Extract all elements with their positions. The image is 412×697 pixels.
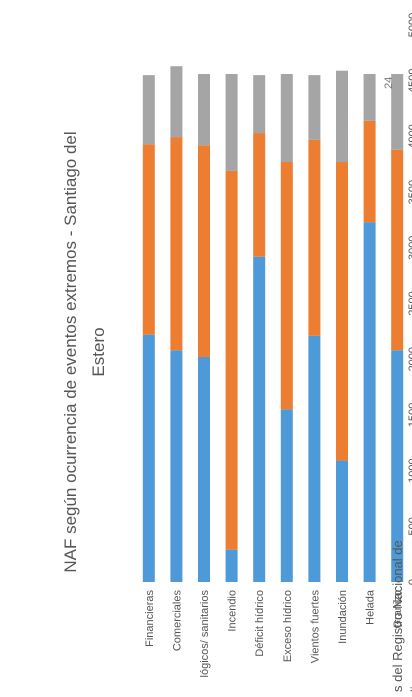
x-tick-label: 1500: [407, 403, 412, 427]
category-labels: Financieras Comerciales lógicos/ sanitario…: [144, 589, 404, 677]
category-label: lógicos/ sanitarios: [199, 590, 211, 678]
page-number: 24: [383, 77, 395, 89]
bar-segment-1-10: [391, 350, 404, 582]
bar-segment-3-9: [363, 74, 376, 121]
bar-segment-2-9: [363, 120, 376, 223]
bar-segment-3-7: [308, 75, 321, 140]
bar-segment-3-6: [280, 74, 293, 163]
x-tick-label: 500: [407, 517, 412, 535]
bar-segment-2-2: [170, 137, 183, 351]
bar-segment-3-5: [253, 75, 266, 134]
bar-segment-1-2: [170, 350, 183, 582]
bar-segment-1-9: [363, 222, 376, 582]
x-tick-label: 3500: [407, 180, 412, 204]
footer-line-2: liar: [408, 674, 412, 692]
x-tick-label: 5000: [407, 13, 412, 37]
bar-segment-1-1: [142, 334, 155, 582]
bar-segment-2-1: [142, 144, 155, 335]
x-tick-labels: 0 500 1000 1500 2000 2500 3000 3500 4000 4500 5000: [407, 13, 412, 585]
bar-segment-1-4: [225, 549, 238, 582]
bar-segment-2-7: [308, 139, 321, 336]
bar-segment-1-7: [308, 335, 321, 582]
bar-segment-3-2: [170, 66, 183, 138]
bars-group: [142, 66, 404, 582]
bar-segment-3-4: [225, 74, 238, 171]
bar-segment-3-1: [142, 75, 155, 145]
x-tick-label: 2000: [407, 347, 412, 371]
chart-title-line-2: Estero: [89, 327, 108, 376]
x-tick-label: 1000: [407, 458, 412, 482]
bar-segment-1-8: [336, 460, 348, 582]
category-label: Exceso hídrico: [282, 590, 294, 662]
bar-segment-2-3: [198, 145, 210, 357]
x-tick-label: 4500: [407, 68, 412, 92]
bar-segment-2-6: [280, 162, 293, 410]
x-tick-label: 4000: [407, 124, 412, 148]
category-label: Granizo: [392, 590, 404, 629]
category-label: Déficit hídrico: [254, 590, 266, 657]
x-tick-label: 2500: [407, 291, 412, 315]
bar-segment-2-8: [336, 162, 348, 461]
category-label: Inundación: [337, 590, 349, 644]
bar-segment-2-10: [391, 149, 404, 351]
bar-segment-1-3: [198, 356, 210, 582]
bar-segment-3-8: [336, 70, 348, 163]
category-label: Incendio: [227, 590, 239, 632]
x-tick-label: 0: [407, 579, 412, 585]
bar-segment-1-6: [280, 409, 293, 582]
x-tick-label: 3000: [407, 236, 412, 260]
bar-segment-3-3: [198, 74, 210, 146]
bar-segment-3-10: [391, 74, 404, 150]
category-label: Comerciales: [171, 590, 183, 652]
footer-line-1: s del Registro Nacional de: [390, 540, 405, 692]
bar-segment-2-5: [253, 133, 266, 257]
bar-segment-2-4: [225, 170, 238, 550]
bar-segment-1-5: [253, 256, 266, 582]
category-label: Vientos fuertes: [309, 590, 321, 664]
category-label: Helada: [365, 589, 377, 625]
chart-title: NAF según ocurrencia de eventos extremos…: [61, 131, 80, 572]
category-label: Financieras: [144, 590, 156, 647]
